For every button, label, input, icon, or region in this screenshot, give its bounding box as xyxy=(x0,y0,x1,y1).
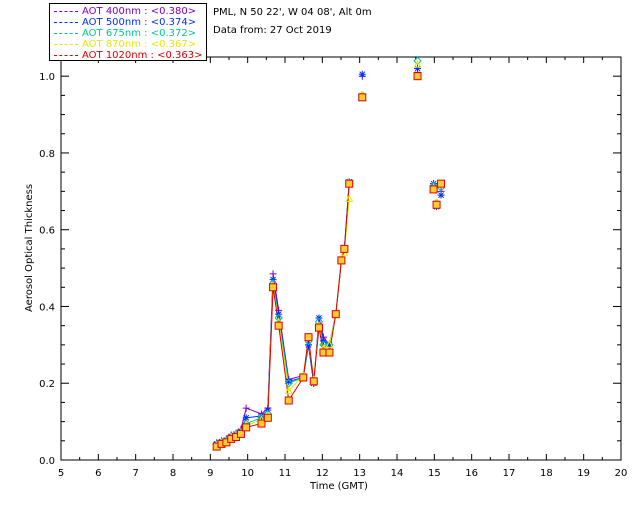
point-1020nm xyxy=(429,185,438,194)
point-675nm xyxy=(319,340,328,350)
legend-swatch xyxy=(54,55,78,56)
series-line-675nm xyxy=(216,183,350,446)
y-tick-label: 0.6 xyxy=(39,226,55,237)
point-1020nm xyxy=(236,429,245,438)
x-tick-label: 9 xyxy=(207,468,213,479)
series-markers-400nm xyxy=(213,68,445,447)
point-870nm xyxy=(413,60,422,68)
point-400nm xyxy=(242,404,250,412)
point-1020nm xyxy=(358,93,367,102)
point-1020nm xyxy=(337,256,346,265)
point-1020nm xyxy=(345,179,354,188)
point-675nm xyxy=(325,340,334,350)
date-info: Data from: 27 Oct 2019 xyxy=(213,25,332,36)
point-1020nm xyxy=(325,348,334,357)
legend-swatch xyxy=(54,22,78,23)
series-markers-675nm xyxy=(212,56,446,449)
point-1020nm xyxy=(340,244,349,253)
legend-label: AOT 1020nm : <0.363> xyxy=(82,50,203,61)
point-1020nm xyxy=(331,310,340,319)
point-870nm xyxy=(284,386,293,394)
point-1020nm xyxy=(263,413,272,422)
x-axis-label: Time (GMT) xyxy=(310,481,368,492)
x-tick-label: 8 xyxy=(170,468,176,479)
point-500nm xyxy=(414,65,422,73)
x-tick-label: 14 xyxy=(391,468,404,479)
x-tick-label: 10 xyxy=(241,468,254,479)
legend-swatch xyxy=(54,44,78,45)
point-1020nm xyxy=(257,419,266,428)
series-markers-870nm xyxy=(212,60,446,449)
x-tick-label: 15 xyxy=(428,468,441,479)
y-tick-label: 0.8 xyxy=(39,149,55,160)
point-1020nm xyxy=(269,283,278,292)
point-870nm xyxy=(345,194,354,203)
x-tick-label: 19 xyxy=(577,468,590,479)
point-1020nm xyxy=(413,72,422,81)
x-tick-label: 11 xyxy=(279,468,292,479)
point-1020nm xyxy=(299,373,308,382)
legend-label: AOT 675nm : <0.372> xyxy=(82,28,197,39)
point-1020nm xyxy=(284,396,293,405)
series-line-400nm xyxy=(216,183,350,444)
tick-labels: 5 6 7 8 9 10 11 12 13 14 15 16 17 18 19 20 0.0 0.2 0.4 0.6 0… xyxy=(39,72,627,479)
x-tick-label: 13 xyxy=(353,468,366,479)
point-500nm xyxy=(285,377,293,385)
legend-label: AOT 400nm : <0.380> xyxy=(82,6,197,17)
point-500nm xyxy=(325,341,333,349)
point-870nm xyxy=(325,340,334,348)
y-tick-label: 1.0 xyxy=(39,72,55,83)
x-tick-label: 7 xyxy=(132,468,138,479)
series-line-1020nm xyxy=(216,183,350,448)
legend-swatch xyxy=(54,11,78,12)
point-675nm xyxy=(413,56,422,66)
point-500nm xyxy=(358,70,366,78)
point-1020nm xyxy=(437,179,446,188)
series-markers-500nm xyxy=(213,65,445,448)
series-line-870nm xyxy=(216,198,350,446)
legend: AOT 400nm : <0.380> AOT 500nm : <0.374> … xyxy=(49,3,207,61)
point-500nm xyxy=(437,191,445,199)
point-1020nm xyxy=(274,321,283,330)
point-500nm xyxy=(242,414,250,422)
legend-label: AOT 870nm : <0.367> xyxy=(82,39,197,50)
x-tick-label: 17 xyxy=(503,468,516,479)
x-tick-label: 20 xyxy=(615,468,628,479)
x-tick-label: 5 xyxy=(58,468,64,479)
point-1020nm xyxy=(309,377,318,386)
point-1020nm xyxy=(304,333,313,342)
series-lines xyxy=(216,181,350,448)
x-tick-label: 16 xyxy=(465,468,478,479)
y-tick-label: 0.4 xyxy=(39,302,55,313)
x-tick-label: 6 xyxy=(95,468,101,479)
series-line-500nm xyxy=(216,181,350,445)
legend-label: AOT 500nm : <0.374> xyxy=(82,17,197,28)
series-markers xyxy=(212,56,446,451)
site-info: PML, N 50 22', W 04 08', Alt 0m xyxy=(213,7,372,18)
y-tick-label: 0.2 xyxy=(39,379,55,390)
point-1020nm xyxy=(242,423,251,432)
point-1020nm xyxy=(432,200,441,209)
y-tick-label: 0.0 xyxy=(39,456,55,467)
plot-axes xyxy=(60,56,622,461)
point-675nm xyxy=(274,313,283,323)
legend-swatch xyxy=(54,33,78,34)
x-tick-label: 12 xyxy=(316,468,329,479)
point-1020nm xyxy=(314,323,323,332)
x-tick-label: 18 xyxy=(540,468,553,479)
y-axis-label: Aerosol Optical Thickness xyxy=(24,183,35,312)
series-markers-1020nm xyxy=(212,72,446,451)
